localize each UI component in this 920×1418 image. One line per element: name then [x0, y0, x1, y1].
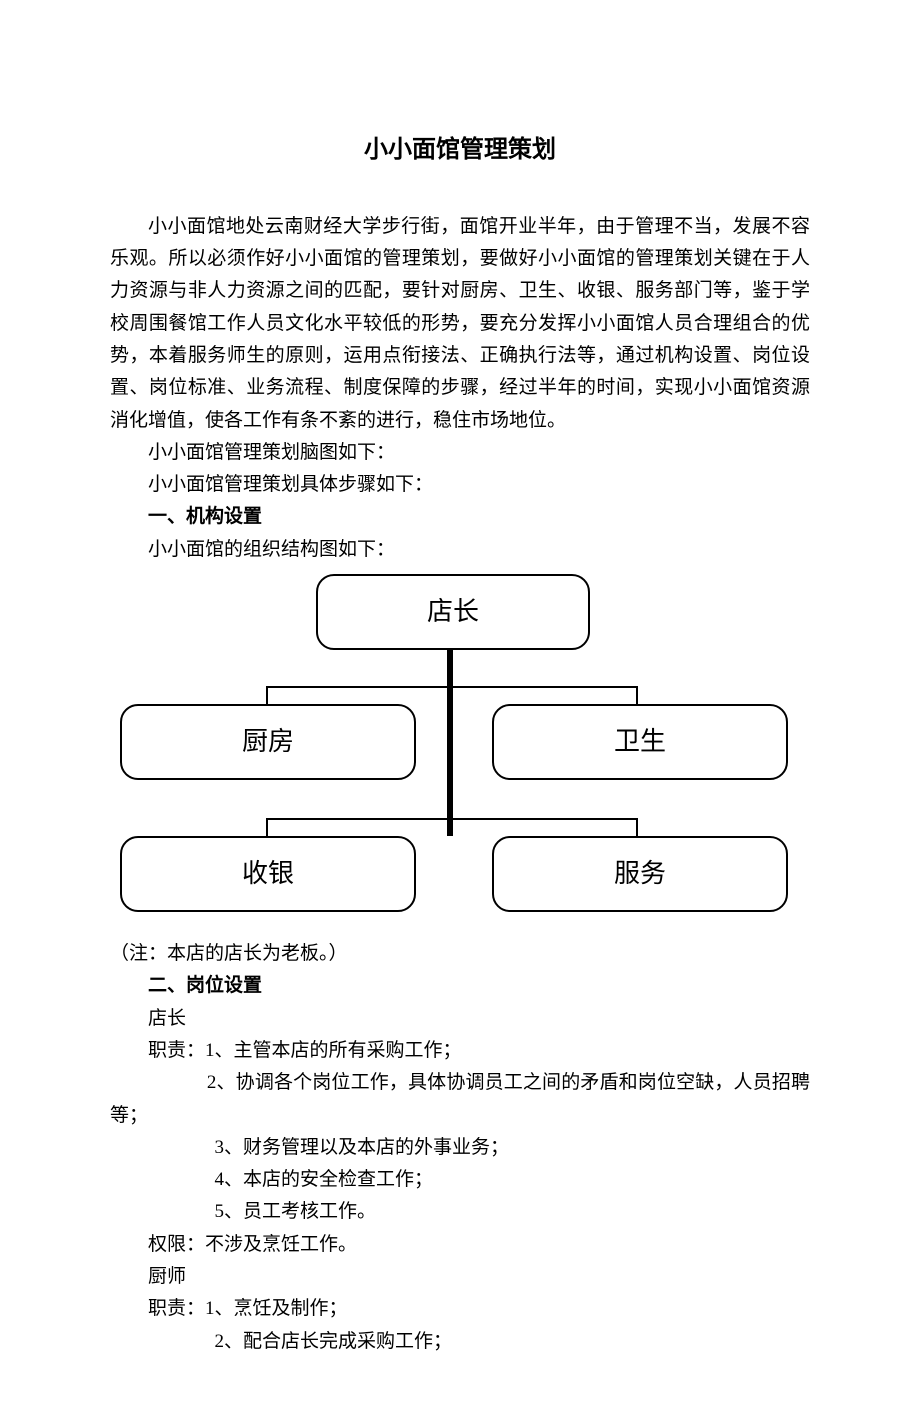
org-connector [636, 686, 638, 704]
role2-resp1: 职责：1、烹饪及制作； [110, 1293, 810, 1325]
org-connector [266, 686, 638, 688]
org-node-label: 收银 [242, 852, 294, 896]
role1-resp2: 2、协调各个岗位工作，具体协调员工之间的矛盾和岗位空缺，人员招聘等； [110, 1067, 810, 1132]
mindmap-line: 小小面馆管理策划脑图如下： [110, 437, 810, 469]
role2-name: 厨师 [110, 1261, 810, 1293]
role1-resp1: 职责：1、主管本店的所有采购工作； [110, 1035, 810, 1067]
org-node-label: 服务 [614, 852, 666, 896]
section1-heading: 一、机构设置 [110, 501, 810, 533]
org-connector [636, 818, 638, 836]
role1-resp5: 5、员工考核工作。 [110, 1196, 810, 1228]
org-node-label: 厨房 [242, 720, 294, 764]
role2-resp2: 2、配合店长完成采购工作； [110, 1326, 810, 1358]
section1-sub: 小小面馆的组织结构图如下： [110, 534, 810, 566]
org-connector [266, 818, 268, 836]
org-node-label: 店长 [427, 590, 479, 634]
org-node-cashier: 收银 [120, 836, 416, 912]
section2-heading: 二、岗位设置 [110, 970, 810, 1002]
org-chart: 店长 厨房 卫生 收银 服务 [110, 574, 810, 934]
role1-resp4: 4、本店的安全检查工作； [110, 1164, 810, 1196]
org-connector [266, 818, 638, 820]
page-title: 小小面馆管理策划 [110, 130, 810, 171]
intro-paragraph: 小小面馆地处云南财经大学步行街，面馆开业半年，由于管理不当，发展不容乐观。所以必… [110, 211, 810, 437]
org-node-label: 卫生 [614, 720, 666, 764]
org-node-kitchen: 厨房 [120, 704, 416, 780]
org-note: （注：本店的店长为老板。） [110, 938, 810, 970]
org-connector [266, 686, 268, 704]
role1-auth: 权限：不涉及烹饪工作。 [110, 1229, 810, 1261]
org-node-service: 服务 [492, 836, 788, 912]
org-node-sanitation: 卫生 [492, 704, 788, 780]
role1-name: 店长 [110, 1003, 810, 1035]
org-node-root: 店长 [316, 574, 590, 650]
org-connector [447, 646, 453, 836]
steps-line: 小小面馆管理策划具体步骤如下： [110, 469, 810, 501]
role1-resp3: 3、财务管理以及本店的外事业务； [110, 1132, 810, 1164]
